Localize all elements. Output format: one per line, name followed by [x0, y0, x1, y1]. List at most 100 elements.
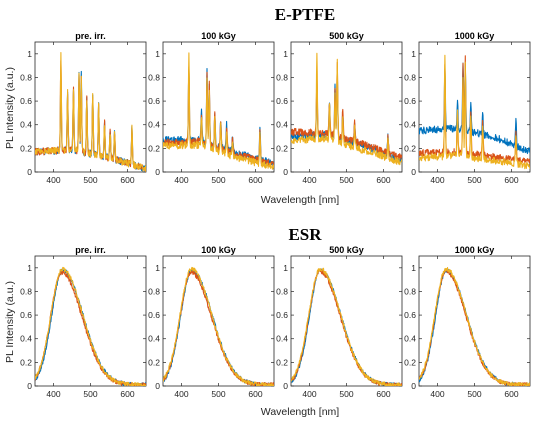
x-tick-label: 600 — [504, 389, 518, 399]
y-tick-label: 0 — [283, 381, 288, 391]
y-tick-label: 0.2 — [148, 143, 160, 153]
panel-title: 100 kGy — [201, 245, 236, 255]
x-tick-label: 600 — [248, 389, 262, 399]
y-tick-label: 1 — [155, 49, 160, 59]
chart-panel: pre. irr. 0 0.2 0.4 0.6 0.8 1 400 500 600 — [20, 245, 147, 399]
x-tick-label: 400 — [302, 175, 316, 185]
y-tick-label: 0.4 — [276, 334, 288, 344]
y-tick-label: 0.8 — [276, 286, 288, 296]
x-axis-label-e-ptfe: Wavelength [nm] — [261, 194, 339, 206]
chart-panel: 100 kGy 0 0.2 0.4 0.6 0.8 1 400 500 600 — [148, 245, 275, 399]
y-tick-label: 0.6 — [404, 310, 416, 320]
series-group — [419, 54, 530, 170]
plot-area — [290, 255, 403, 387]
plot-area — [290, 41, 403, 173]
y-tick-label: 0.2 — [404, 143, 416, 153]
x-tick-label: 400 — [430, 175, 444, 185]
x-tick-label: 400 — [302, 389, 316, 399]
x-tick-label: 500 — [467, 389, 481, 399]
y-tick-label: 0.8 — [404, 286, 416, 296]
y-tick-label: 1 — [27, 263, 32, 273]
series-line — [291, 61, 402, 160]
panel-title: pre. irr. — [75, 31, 106, 41]
y-tick-label: 0.6 — [276, 310, 288, 320]
y-tick-label: 1 — [283, 263, 288, 273]
series-line — [291, 52, 402, 166]
y-tick-label: 0.2 — [20, 357, 32, 367]
x-tick-label: 500 — [83, 389, 97, 399]
plot-area — [34, 255, 147, 387]
panel-title: 500 kGy — [329, 245, 364, 255]
y-tick-label: 0.6 — [20, 96, 32, 106]
y-tick-label: 0.6 — [148, 96, 160, 106]
y-tick-label: 0 — [27, 381, 32, 391]
y-tick-label: 0.6 — [20, 310, 32, 320]
chart-panel: 500 kGy 0 0.2 0.4 0.6 0.8 1 400 500 600 — [276, 31, 403, 185]
chart-panel: 1000 kGy 0 0.2 0.4 0.6 0.8 1 400 500 600 — [404, 245, 531, 399]
x-tick-label: 500 — [339, 389, 353, 399]
y-tick-label: 0.4 — [20, 334, 32, 344]
y-tick-label: 1 — [155, 263, 160, 273]
x-tick-label: 400 — [430, 389, 444, 399]
series-line — [419, 267, 530, 386]
series-line — [35, 266, 146, 386]
x-tick-label: 400 — [174, 175, 188, 185]
y-tick-label: 0.8 — [148, 72, 160, 82]
series-line — [419, 55, 530, 165]
section-title-esr: ESR — [288, 225, 322, 244]
x-tick-label: 600 — [376, 175, 390, 185]
panel-title: pre. irr. — [75, 245, 106, 255]
panel-title: 100 kGy — [201, 31, 236, 41]
y-tick-label: 0.6 — [404, 96, 416, 106]
x-tick-label: 400 — [46, 175, 60, 185]
y-tick-label: 0 — [411, 167, 416, 177]
y-tick-label: 0.8 — [276, 72, 288, 82]
y-axis-label-esr: PL Intensity (a.u.) — [4, 281, 16, 363]
plot-area — [162, 255, 275, 387]
x-tick-label: 600 — [120, 175, 134, 185]
panel-title: 1000 kGy — [455, 245, 495, 255]
series-group — [419, 267, 530, 386]
y-axis-label-e-ptfe: PL Intensity (a.u.) — [4, 67, 16, 149]
series-group — [35, 52, 146, 172]
y-tick-label: 0.4 — [276, 120, 288, 130]
y-tick-label: 1 — [411, 49, 416, 59]
section-title-e-ptfe: E-PTFE — [275, 5, 335, 24]
y-tick-label: 0.4 — [404, 120, 416, 130]
y-tick-label: 0.2 — [276, 143, 288, 153]
x-axis-label-esr: Wavelength [nm] — [261, 406, 339, 418]
y-tick-label: 0.8 — [20, 286, 32, 296]
x-tick-label: 500 — [339, 175, 353, 185]
x-tick-label: 600 — [248, 175, 262, 185]
x-tick-label: 500 — [211, 175, 225, 185]
series-group — [35, 266, 146, 386]
panel-title: 500 kGy — [329, 31, 364, 41]
series-line — [419, 54, 530, 170]
series-line — [35, 52, 146, 172]
x-tick-label: 500 — [467, 175, 481, 185]
x-tick-label: 600 — [504, 175, 518, 185]
y-tick-label: 0.8 — [404, 72, 416, 82]
x-tick-label: 500 — [211, 389, 225, 399]
x-tick-label: 600 — [376, 389, 390, 399]
y-tick-label: 0.4 — [404, 334, 416, 344]
y-tick-label: 0 — [155, 381, 160, 391]
x-tick-label: 600 — [120, 389, 134, 399]
series-group — [291, 267, 402, 386]
y-tick-label: 0.4 — [20, 120, 32, 130]
y-tick-label: 0.4 — [148, 120, 160, 130]
y-tick-label: 0 — [155, 167, 160, 177]
y-tick-label: 0.8 — [148, 286, 160, 296]
y-tick-label: 1 — [27, 49, 32, 59]
y-tick-label: 0.2 — [404, 357, 416, 367]
y-tick-label: 0 — [411, 381, 416, 391]
y-tick-label: 0.8 — [20, 72, 32, 82]
series-line — [419, 62, 530, 155]
y-tick-label: 0.4 — [148, 334, 160, 344]
y-tick-label: 1 — [411, 263, 416, 273]
y-tick-label: 0.6 — [148, 310, 160, 320]
panel-title: 1000 kGy — [455, 31, 495, 41]
y-tick-label: 0 — [27, 167, 32, 177]
x-tick-label: 400 — [174, 389, 188, 399]
